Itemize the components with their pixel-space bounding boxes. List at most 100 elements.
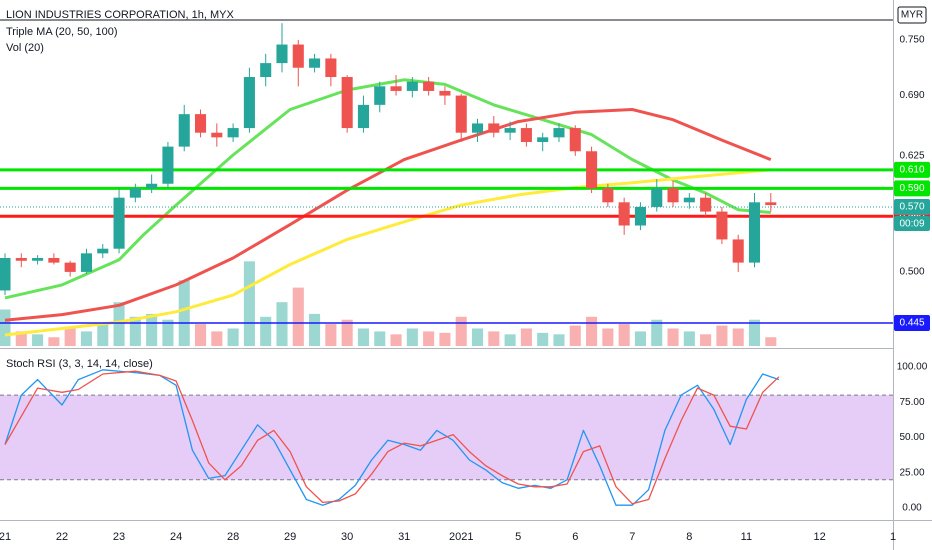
volume-bar (309, 313, 321, 346)
volume-bar (15, 331, 27, 346)
candle-body (357, 104, 369, 129)
candle-body (439, 90, 451, 96)
candle-body (634, 206, 646, 226)
volume-bar (423, 331, 435, 346)
y-tick-label: 0.690 (899, 90, 924, 101)
x-tick-label: 28 (227, 531, 239, 543)
x-tick-label: 5 (515, 531, 521, 543)
x-tick-label: 8 (686, 531, 692, 543)
candle-body (390, 86, 402, 91)
volume-bar (634, 331, 646, 346)
candle-body (113, 197, 125, 249)
volume-bar (80, 331, 93, 346)
x-tick-label: 1 (890, 531, 896, 543)
candle-body (276, 44, 288, 64)
candle-body (194, 114, 207, 133)
volume-bar (113, 302, 125, 346)
candle-body (227, 128, 239, 138)
volume-bar (276, 302, 288, 346)
candle-body (569, 128, 581, 152)
volume-bar (292, 287, 304, 346)
volume-bar (716, 325, 728, 346)
x-tick-label: 23 (113, 531, 125, 543)
x-tick-label: 2021 (449, 531, 473, 543)
candle-body (618, 202, 630, 226)
candle-body (341, 77, 353, 129)
volume-bar (471, 328, 484, 346)
y-tick-label: 0.500 (899, 267, 924, 278)
indicator-title: Stoch RSI (3, 3, 14, 14, close) (6, 358, 153, 370)
candle-body (651, 188, 663, 207)
volume-bar (455, 316, 467, 346)
y-tick-label: 25.00 (899, 467, 924, 478)
moving-average-line (4, 108, 772, 322)
volume-bar (553, 334, 565, 346)
x-tick-label: 29 (284, 531, 296, 543)
last-price-box (894, 198, 930, 215)
volume-bar (602, 328, 614, 346)
volume-bar (341, 319, 353, 346)
volume-bar (325, 324, 337, 346)
currency-label: MYR (901, 10, 923, 21)
candle-body (423, 81, 435, 91)
volume-bar (32, 334, 44, 346)
candle-body (15, 257, 27, 261)
indicator-label: Triple MA (20, 50, 100) (6, 26, 117, 38)
volume-bar (146, 313, 158, 346)
countdown-box (894, 215, 930, 231)
x-tick-label: 21 (0, 531, 11, 543)
volume-bar (48, 337, 60, 346)
volume-bar (260, 316, 272, 346)
candle-body (0, 257, 11, 291)
candle-body (32, 257, 44, 261)
volume-bar (0, 309, 11, 346)
candle-body (455, 95, 467, 133)
volume-bar (586, 316, 598, 346)
volume-bar (488, 331, 500, 346)
volume-bar (194, 324, 207, 346)
candle-body (716, 211, 728, 240)
candle-body (700, 197, 712, 212)
volume-bar (520, 328, 532, 346)
volume-bar (651, 319, 663, 346)
x-tick-label: 7 (629, 531, 635, 543)
y-tick-label: 75.00 (899, 397, 924, 408)
volume-bar (162, 319, 174, 346)
candle-body (260, 63, 272, 78)
candle-body (732, 239, 744, 263)
y-tick-label: 50.00 (899, 432, 924, 443)
candle-body (64, 262, 76, 272)
candle-body (129, 188, 141, 198)
x-tick-label: 6 (572, 531, 578, 543)
volume-bar (64, 328, 76, 346)
countdown-label: 00:09 (899, 219, 924, 230)
candle-body (80, 253, 93, 272)
volume-bar (97, 324, 109, 346)
candle-body (243, 77, 255, 129)
level-label: 0.590 (899, 183, 924, 194)
candle-body (178, 114, 190, 147)
x-tick-label: 24 (170, 531, 182, 543)
last-price-label: 0.570 (899, 202, 924, 213)
volume-bar (504, 334, 516, 346)
candle-body (586, 151, 598, 189)
y-tick-label: 0.625 (899, 151, 924, 162)
volume-bar (700, 334, 712, 346)
currency-box (897, 6, 927, 24)
level-label: 0.610 (899, 164, 924, 175)
y-tick-label: 0.750 (899, 35, 924, 46)
volume-bar (129, 316, 141, 346)
y-tick-label: 0.00 (902, 503, 922, 514)
candle-body (488, 123, 500, 133)
volume-bar (178, 280, 190, 346)
candle-body (537, 137, 549, 142)
volume-bar (569, 325, 581, 346)
x-tick-label: 11 (741, 531, 752, 543)
volume-bar (439, 332, 451, 346)
volume-bar (537, 332, 549, 346)
candle-body (471, 123, 484, 133)
volume-bar (765, 337, 777, 346)
candle-body (146, 183, 158, 189)
volume-bar (357, 328, 369, 346)
